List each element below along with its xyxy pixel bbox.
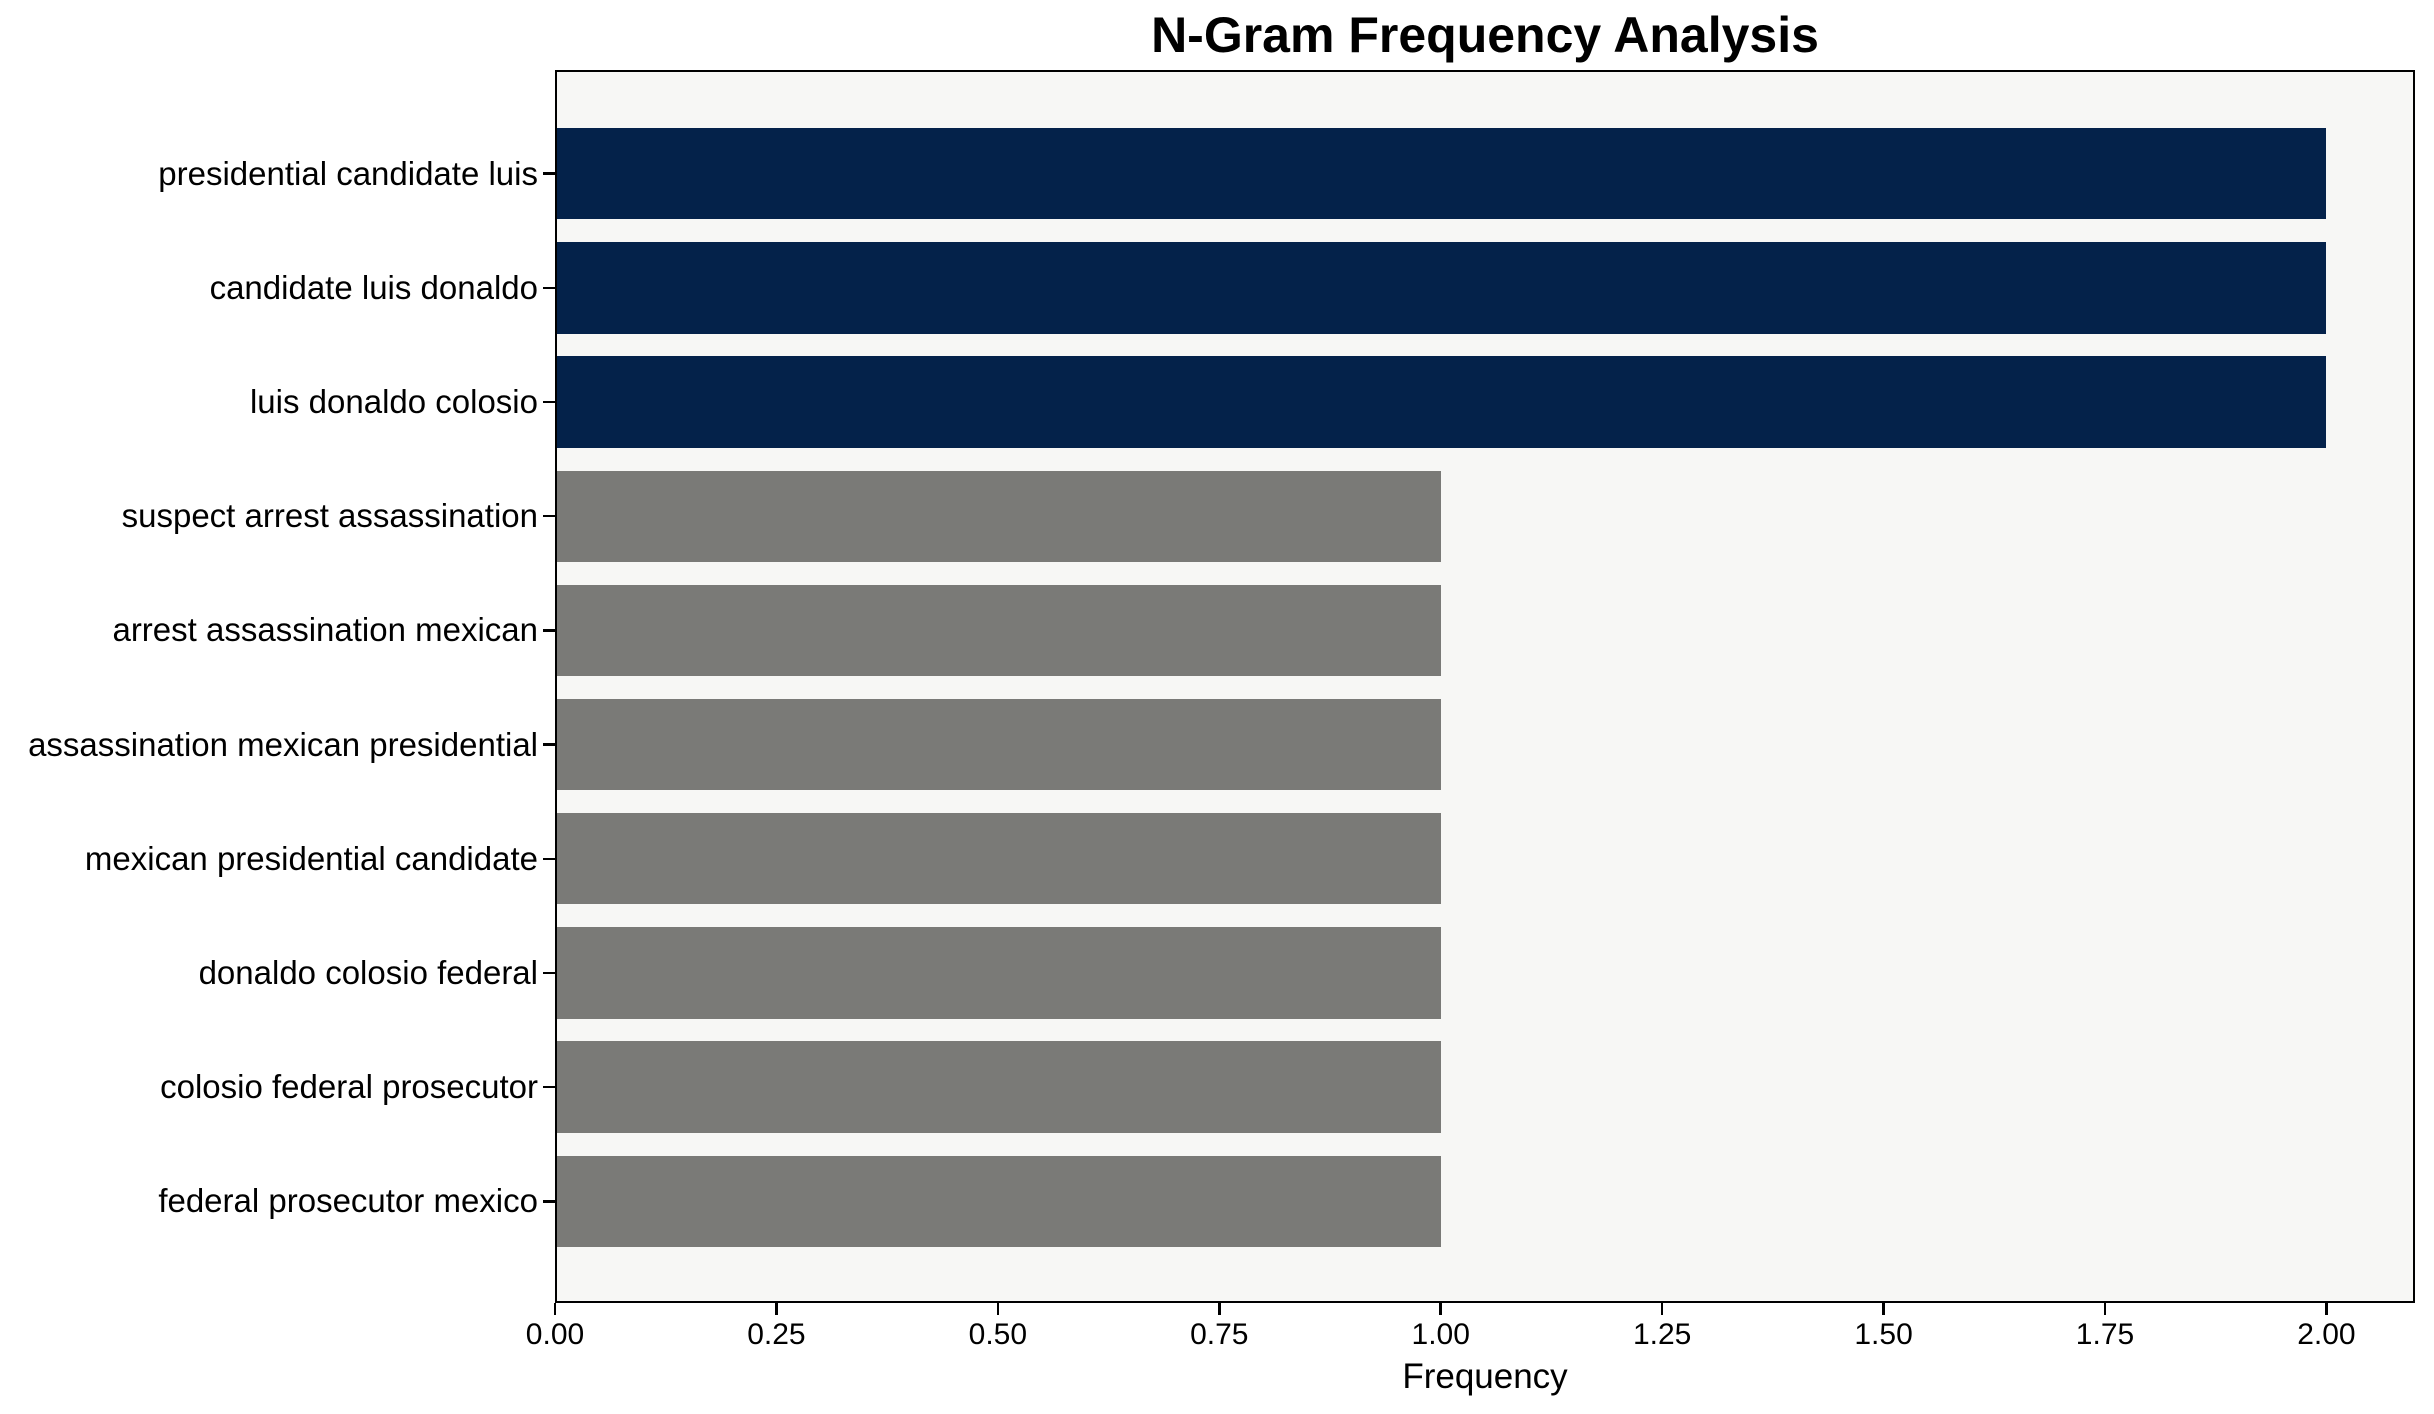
- x-tick-label: 0.25: [747, 1318, 806, 1351]
- y-tick-label: arrest assassination mexican: [112, 611, 538, 649]
- y-tick-label: assassination mexican presidential: [28, 725, 538, 763]
- x-axis-title: Frequency: [1402, 1357, 1568, 1396]
- y-tick-label: colosio federal prosecutor: [160, 1068, 538, 1106]
- y-tick: [543, 514, 555, 518]
- x-tick-label: 1.75: [2075, 1318, 2135, 1351]
- x-tick: [553, 1303, 557, 1315]
- y-tick-label: presidential candidate luis: [158, 154, 538, 192]
- x-tick: [1660, 1303, 1664, 1315]
- bar: [555, 128, 2327, 220]
- y-tick: [543, 286, 555, 290]
- y-tick: [543, 172, 555, 175]
- x-tick: [2325, 1303, 2328, 1315]
- bar: [555, 356, 2327, 448]
- x-tick: [996, 1303, 1000, 1315]
- x-tick-label: 2.00: [2297, 1318, 2356, 1351]
- bar: [555, 813, 1441, 905]
- x-tick: [2103, 1303, 2107, 1315]
- y-tick: [543, 400, 555, 404]
- x-tick: [775, 1303, 778, 1315]
- y-tick-label: suspect arrest assassination: [121, 497, 538, 535]
- y-tick: [543, 743, 555, 746]
- bar: [555, 1155, 1441, 1247]
- y-tick-label: donaldo colosio federal: [198, 953, 538, 991]
- y-tick: [543, 629, 555, 632]
- y-tick: [543, 857, 555, 860]
- y-tick-label: candidate luis donaldo: [209, 268, 538, 306]
- y-tick: [543, 971, 555, 975]
- x-tick: [1218, 1303, 1221, 1315]
- bar: [555, 242, 2327, 334]
- bar: [555, 470, 1441, 562]
- bar: [555, 584, 1441, 677]
- x-tick-label: 0.50: [968, 1318, 1028, 1351]
- y-tick-label: federal prosecutor mexico: [158, 1182, 538, 1220]
- bar: [555, 1041, 1441, 1133]
- chart-title: N-Gram Frequency Analysis: [1151, 7, 1819, 63]
- x-tick: [1882, 1303, 1885, 1315]
- x-tick-label: 1.50: [1854, 1318, 1913, 1351]
- x-tick: [1439, 1303, 1442, 1315]
- y-tick: [543, 1200, 555, 1203]
- x-tick-label: 0.00: [525, 1318, 585, 1351]
- x-tick-label: 1.25: [1632, 1318, 1692, 1351]
- y-tick: [543, 1085, 555, 1089]
- bar: [555, 927, 1441, 1019]
- y-tick-label: mexican presidential candidate: [84, 839, 538, 877]
- x-tick-label: 1.00: [1411, 1318, 1470, 1351]
- x-tick-label: 0.75: [1190, 1318, 1249, 1351]
- y-tick-label: luis donaldo colosio: [249, 383, 538, 421]
- y-axis-labels: presidential candidate luis candidate lui…: [0, 0, 538, 1414]
- bar: [555, 698, 1441, 791]
- plot-area: [555, 70, 2415, 1303]
